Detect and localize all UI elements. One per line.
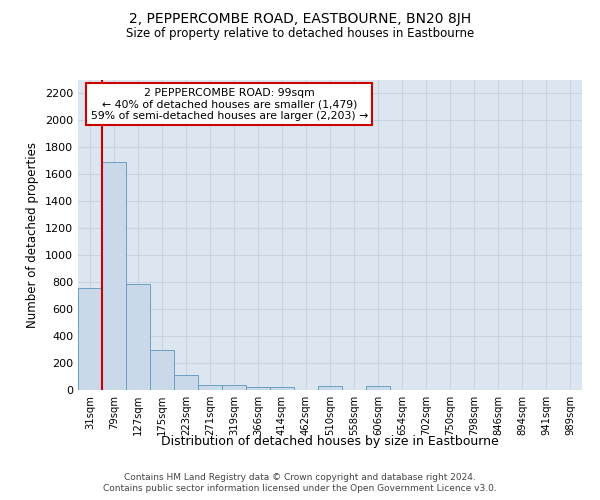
Bar [174, 374, 198, 390]
Bar [246, 386, 270, 390]
Bar [102, 162, 126, 390]
Bar [366, 386, 390, 390]
Bar [198, 384, 222, 390]
Bar [318, 386, 342, 390]
Text: 2, PEPPERCOMBE ROAD, EASTBOURNE, BN20 8JH: 2, PEPPERCOMBE ROAD, EASTBOURNE, BN20 8J… [129, 12, 471, 26]
Text: Size of property relative to detached houses in Eastbourne: Size of property relative to detached ho… [126, 28, 474, 40]
Bar [150, 350, 174, 390]
Y-axis label: Number of detached properties: Number of detached properties [26, 142, 40, 328]
Bar [270, 386, 294, 390]
Text: 2 PEPPERCOMBE ROAD: 99sqm
← 40% of detached houses are smaller (1,479)
59% of se: 2 PEPPERCOMBE ROAD: 99sqm ← 40% of detac… [91, 88, 368, 121]
Text: Contains public sector information licensed under the Open Government Licence v3: Contains public sector information licen… [103, 484, 497, 493]
Text: Distribution of detached houses by size in Eastbourne: Distribution of detached houses by size … [161, 435, 499, 448]
Bar [222, 384, 246, 390]
Bar [126, 284, 150, 390]
Bar [78, 288, 102, 390]
Text: Contains HM Land Registry data © Crown copyright and database right 2024.: Contains HM Land Registry data © Crown c… [124, 472, 476, 482]
